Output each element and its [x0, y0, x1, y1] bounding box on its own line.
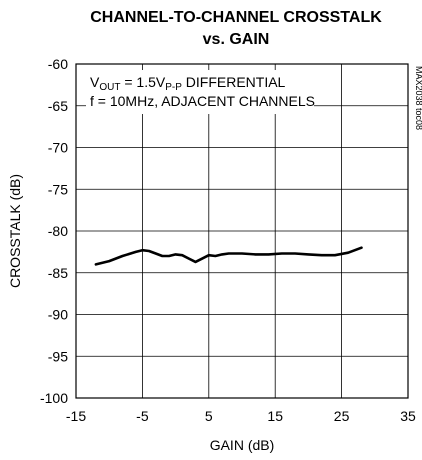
x-tick-label: 5 [205, 408, 213, 424]
annotation: VOUT = 1.5VP-P DIFFERENTIAL f = 10MHz, A… [86, 70, 315, 114]
y-tick-labels: -60 -65 -70 -75 -80 -85 -90 -95 -100 [40, 56, 68, 406]
x-tick-labels: -15 -5 5 15 25 35 [66, 408, 416, 424]
series-line-0 [94, 246, 363, 266]
y-tick-label: -95 [48, 348, 68, 364]
y-tick-label: -85 [48, 265, 68, 281]
annotation-line2: f = 10MHz, ADJACENT CHANNELS [90, 93, 315, 109]
x-tick-label: 35 [400, 408, 416, 424]
y-tick-label: -60 [48, 56, 68, 72]
y-tick-label: -70 [48, 140, 68, 156]
x-tick-label: 25 [334, 408, 350, 424]
side-label: MAX2038 toc08 [414, 66, 422, 130]
series-group [94, 246, 363, 266]
y-tick-label: -100 [40, 390, 68, 406]
y-tick-label: -90 [48, 307, 68, 323]
x-tick-label: -5 [136, 408, 149, 424]
y-axis-label: CROSSTALK (dB) [7, 174, 23, 288]
x-tick-label: 15 [267, 408, 283, 424]
y-tick-label: -80 [48, 223, 68, 239]
grid-lines [76, 64, 408, 398]
chart-title-line1: CHANNEL-TO-CHANNEL CROSSTALK [90, 9, 382, 26]
x-axis-label: GAIN (dB) [210, 437, 275, 453]
annotation-background [86, 70, 314, 114]
x-tick-label: -15 [66, 408, 86, 424]
y-tick-label: -75 [48, 181, 68, 197]
y-tick-label: -65 [48, 98, 68, 114]
annotation-line1: VOUT = 1.5VP-P DIFFERENTIAL [90, 74, 286, 93]
chart-title-line2: vs. GAIN [203, 31, 270, 48]
plot-frame [75, 63, 409, 399]
